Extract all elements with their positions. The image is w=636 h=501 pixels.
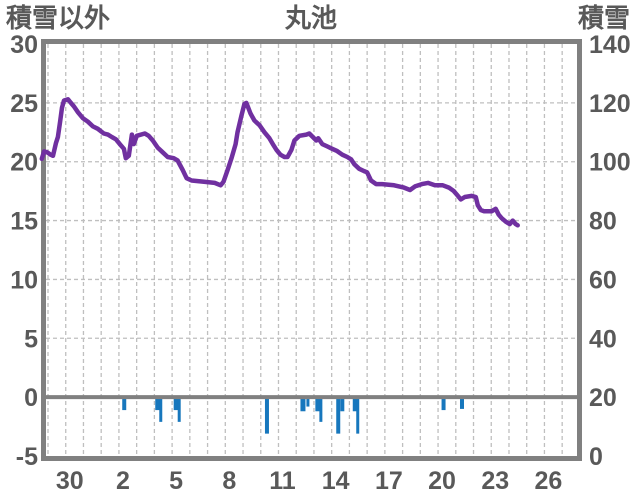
y-left-tick-label: 25 (10, 90, 38, 118)
x-tick-label: 20 (428, 467, 456, 495)
y-right-tick-label: 80 (589, 208, 617, 236)
bar (340, 397, 345, 412)
bar (264, 397, 269, 434)
y-left-tick-label: 30 (10, 31, 38, 59)
bar (122, 397, 127, 411)
x-tick-label: 17 (375, 467, 403, 495)
y-left-tick-label: 10 (10, 266, 38, 294)
x-tick-label: 30 (56, 467, 84, 495)
bar (315, 397, 321, 412)
y-right-tick-label: 20 (589, 384, 617, 412)
y-left-tick-label: 15 (10, 208, 38, 236)
bar (173, 397, 179, 411)
bar (177, 397, 181, 422)
right-axis-title: 積雪 (577, 3, 630, 33)
chart-title: 丸池 (284, 3, 338, 33)
snow-depth-line (39, 97, 520, 228)
x-tick-label: 26 (535, 467, 563, 495)
bar (306, 397, 310, 407)
bar (459, 397, 464, 409)
bar (352, 397, 358, 412)
bar (319, 397, 323, 422)
bar (336, 397, 341, 434)
y-left-tick-label: 20 (10, 149, 38, 177)
y-right-tick-label: 120 (589, 90, 631, 118)
plot-border (41, 39, 582, 461)
x-tick-label: 8 (222, 467, 236, 495)
x-tick-label: 2 (116, 467, 130, 495)
x-tick-label: 11 (269, 467, 296, 495)
bar (155, 397, 161, 411)
x-tick-label: 14 (322, 467, 350, 495)
y-right-tick-label: 140 (589, 31, 631, 59)
bar (159, 397, 163, 422)
bar (441, 397, 446, 411)
y-right-tick-label: 0 (589, 443, 603, 471)
y-left-tick-label: -5 (16, 443, 38, 471)
y-left-tick-label: 5 (24, 325, 38, 353)
bar (356, 397, 360, 434)
x-tick-label: 23 (481, 467, 509, 495)
y-right-tick-label: 100 (589, 149, 631, 177)
bar (300, 397, 306, 412)
y-right-tick-label: 40 (589, 325, 617, 353)
x-tick-label: 5 (169, 467, 183, 495)
y-right-tick-label: 60 (589, 266, 617, 294)
y-left-tick-label: 0 (24, 384, 38, 412)
left-axis-title: 積雪以外 (6, 3, 111, 33)
